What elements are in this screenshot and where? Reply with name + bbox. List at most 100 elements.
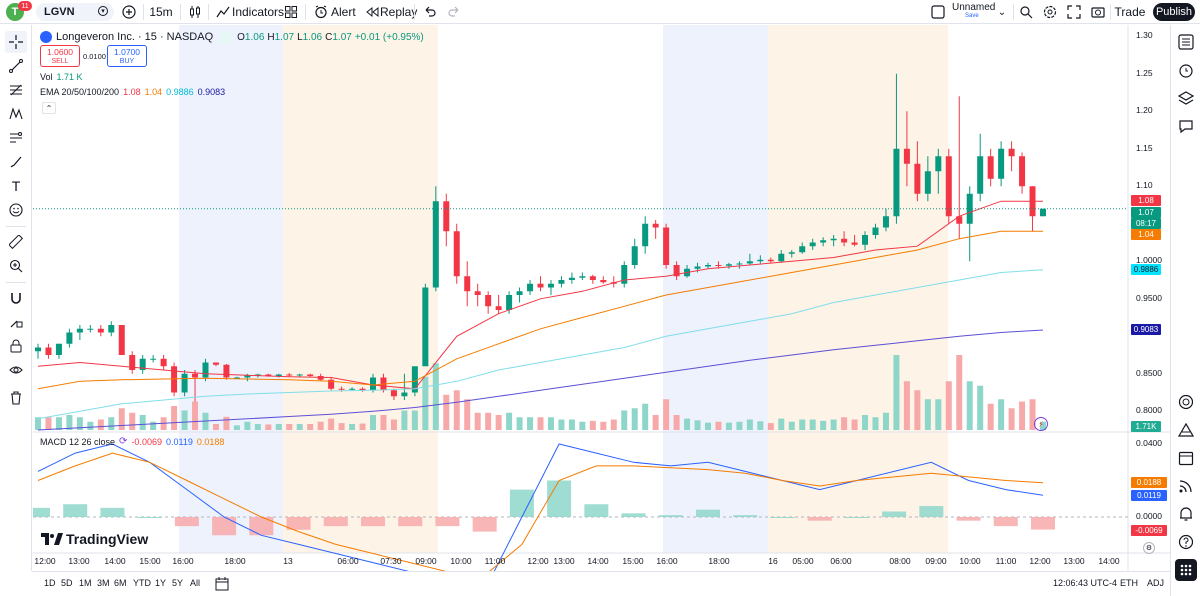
- notifications-icon[interactable]: [1175, 503, 1197, 525]
- goto-date-icon[interactable]: [215, 577, 229, 591]
- legend-collapse-icon[interactable]: ⌃: [42, 102, 56, 114]
- crosshair-icon[interactable]: [5, 31, 27, 53]
- apps-grid-icon[interactable]: [1175, 559, 1197, 581]
- watchlist-icon[interactable]: [1175, 31, 1197, 53]
- ema-legend: EMA 20/50/100/200 1.08 1.04 0.9886 0.908…: [40, 87, 225, 97]
- notification-badge: 11: [18, 1, 32, 11]
- macd-axis-settings-icon[interactable]: ⚙: [1143, 542, 1155, 554]
- candle-body: [328, 379, 335, 389]
- volume-bar: [359, 423, 366, 430]
- pattern-tool-icon[interactable]: [5, 103, 27, 125]
- fullscreen-icon[interactable]: [1063, 1, 1085, 23]
- range-button-1y[interactable]: 1Y: [155, 578, 167, 588]
- lock-icon[interactable]: [5, 335, 27, 357]
- help-icon[interactable]: [1175, 531, 1197, 553]
- text-tool-icon[interactable]: T: [11, 178, 21, 194]
- chat-icon[interactable]: [1175, 115, 1197, 137]
- volume-bar: [66, 415, 73, 430]
- ohlc-low: 1.06: [302, 31, 323, 43]
- candle-body: [987, 156, 994, 179]
- layouts-grid-icon[interactable]: [280, 1, 302, 23]
- range-button-3m[interactable]: 3M: [97, 578, 110, 588]
- indicators-button[interactable]: Indicators: [232, 4, 284, 20]
- candle-body: [725, 264, 732, 266]
- volume-bar: [924, 399, 931, 430]
- alerts-clock-icon[interactable]: [1175, 59, 1197, 81]
- publish-button[interactable]: Publish: [1153, 3, 1195, 21]
- macd-settings-icon[interactable]: ⟳: [119, 436, 128, 447]
- settings-gear-icon[interactable]: [1039, 1, 1061, 23]
- session-toggle[interactable]: ETH: [1120, 578, 1138, 588]
- time-tick-label: 16:00: [656, 556, 678, 566]
- candle-body: [453, 231, 460, 277]
- replay-icon[interactable]: [361, 1, 383, 23]
- layers-icon[interactable]: [1175, 87, 1197, 109]
- replay-button[interactable]: Replay: [380, 4, 417, 20]
- trash-icon[interactable]: [5, 387, 27, 409]
- symbol-text: LGVN: [44, 6, 75, 18]
- indicators-icon[interactable]: [212, 1, 234, 23]
- range-button-all[interactable]: All: [190, 578, 201, 588]
- candle-body: [76, 328, 83, 333]
- lightning-icon[interactable]: ⚡: [1034, 417, 1048, 431]
- volume-bar: [893, 355, 900, 430]
- candle-body: [338, 388, 345, 390]
- macd-histogram-bar: [174, 517, 199, 527]
- range-button-1d[interactable]: 1D: [44, 578, 56, 588]
- macd-histogram-bar: [919, 506, 944, 517]
- symbol-search[interactable]: LGVN ▾: [36, 3, 114, 21]
- chart-pane[interactable]: Longeveron Inc. · 15 · NASDAQ O1.06 H1.0…: [33, 25, 1170, 571]
- macd-histogram-bar: [1031, 517, 1055, 530]
- candle-body: [265, 374, 272, 376]
- sell-button[interactable]: 1.0600 SELL: [40, 45, 80, 67]
- range-button-5d[interactable]: 5D: [61, 578, 73, 588]
- calendar-icon[interactable]: [1175, 447, 1197, 469]
- ruler-icon[interactable]: [5, 231, 27, 253]
- candle-body: [118, 325, 125, 355]
- add-symbol-icon[interactable]: [118, 1, 140, 23]
- redo-icon[interactable]: [443, 1, 465, 23]
- layout-square-icon[interactable]: [927, 1, 949, 23]
- trade-button[interactable]: Trade: [1113, 4, 1147, 20]
- candle-type-icon[interactable]: [184, 1, 206, 23]
- buy-button[interactable]: 1.0700 BUY: [107, 45, 147, 67]
- range-button-5y[interactable]: 5Y: [172, 578, 184, 588]
- interval-button[interactable]: 15m: [148, 4, 174, 20]
- adj-toggle[interactable]: ADJ: [1147, 578, 1165, 588]
- target-icon[interactable]: [1175, 391, 1197, 413]
- macd-tag: -0.0069: [1131, 525, 1167, 536]
- layout-dropdown-icon[interactable]: ⌄: [997, 6, 1007, 18]
- zoom-in-icon[interactable]: [5, 255, 27, 277]
- macd-histogram-bar: [435, 517, 460, 527]
- magnet-icon[interactable]: [5, 287, 27, 309]
- undo-icon[interactable]: [419, 1, 441, 23]
- alert-button[interactable]: Alert: [331, 4, 356, 20]
- vol-value: 1.71 K: [56, 72, 83, 82]
- legend-eye-icon[interactable]: [219, 31, 234, 43]
- range-button-6m[interactable]: 6M: [114, 578, 127, 588]
- avatar-letter: T: [11, 6, 19, 18]
- utc-clock[interactable]: 12:06:43 UTC-4: [1053, 578, 1118, 588]
- camera-icon[interactable]: [1087, 1, 1109, 23]
- quick-search-icon[interactable]: [1015, 1, 1037, 23]
- time-tick-label: 18:00: [708, 556, 730, 566]
- lock-drawing-icon[interactable]: [5, 311, 27, 333]
- eye-icon[interactable]: [5, 359, 27, 381]
- candle-body: [192, 373, 199, 378]
- symbol-title: Longeveron Inc. · 15 · NASDAQ: [56, 31, 214, 43]
- range-button-1m[interactable]: 1M: [79, 578, 92, 588]
- range-button-ytd[interactable]: YTD: [133, 578, 151, 588]
- volume-bar: [882, 412, 889, 430]
- layout-name[interactable]: Unnamed: [952, 2, 995, 13]
- ideas-icon[interactable]: [1175, 419, 1197, 441]
- alert-clock-icon[interactable]: [310, 1, 332, 23]
- fib-retracement-icon[interactable]: [5, 79, 27, 101]
- brush-icon[interactable]: [5, 151, 27, 173]
- forecasting-icon[interactable]: [5, 127, 27, 149]
- ohlc-key: H: [267, 31, 275, 43]
- streams-icon[interactable]: [1175, 475, 1197, 497]
- chart-canvas[interactable]: [33, 25, 1170, 571]
- trend-line-icon[interactable]: [5, 55, 27, 77]
- volume-bar: [223, 416, 230, 430]
- emoji-icon[interactable]: [5, 199, 27, 221]
